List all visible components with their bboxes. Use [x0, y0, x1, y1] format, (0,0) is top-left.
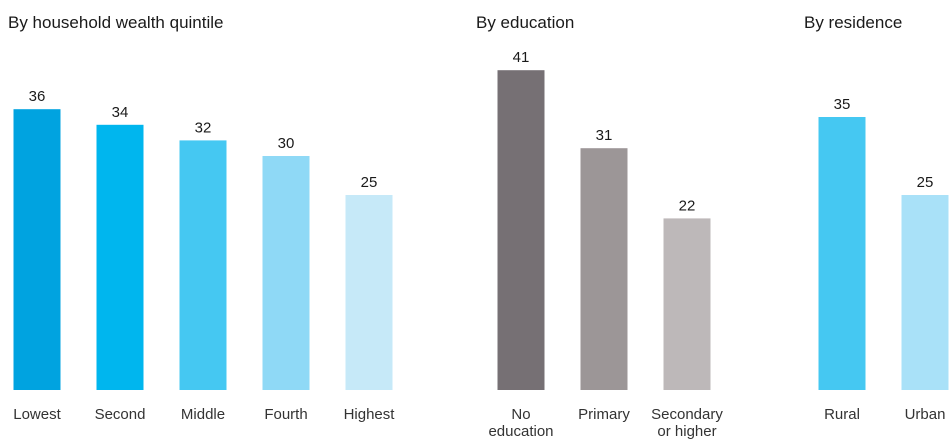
bar-urban: [901, 195, 949, 390]
value-label-secondary-or-higher: 22: [679, 197, 696, 214]
value-label-middle: 32: [195, 119, 212, 136]
value-label-highest: 25: [361, 174, 378, 191]
bar-second: [96, 124, 144, 391]
value-label-rural: 35: [834, 96, 851, 113]
value-label-fourth: 30: [278, 135, 295, 152]
panel-title-residence: By residence: [804, 13, 902, 32]
bar-lowest: [13, 109, 61, 390]
category-label-middle: Middle: [181, 406, 225, 423]
panel-title-education: By education: [476, 13, 574, 32]
category-label-secondary-or-higher: Secondary or higher: [651, 406, 723, 440]
bar-primary: [580, 148, 628, 390]
bar-secondary-or-higher: [663, 218, 711, 390]
value-label-second: 34: [112, 104, 129, 121]
value-label-urban: 25: [917, 174, 934, 191]
category-label-lowest: Lowest: [13, 406, 61, 423]
category-label-rural: Rural: [824, 406, 860, 423]
bar-rural: [818, 117, 866, 390]
panel-residence: By residence 35 Rural 25 Urban: [804, 13, 949, 423]
category-label-highest: Highest: [344, 406, 396, 423]
panel-title-wealth: By household wealth quintile: [8, 13, 223, 32]
value-label-no-education: 41: [513, 49, 530, 66]
bar-highest: [345, 195, 393, 390]
category-label-second: Second: [95, 406, 146, 423]
value-label-lowest: 36: [29, 88, 46, 105]
category-label-urban: Urban: [905, 406, 946, 423]
bar-no-education: [497, 70, 545, 390]
bar-fourth: [262, 156, 310, 390]
category-label-fourth: Fourth: [264, 406, 307, 423]
panel-education: By education 41 No education 31 Primary 22 Sec…: [476, 13, 723, 440]
panel-wealth-quintile: By household wealth quintile 36 Lowest 34 S…: [8, 13, 395, 423]
category-label-no-education: No education: [488, 406, 553, 440]
bar-middle: [179, 140, 227, 390]
category-label-primary: Primary: [578, 406, 630, 423]
value-label-primary: 31: [596, 127, 613, 144]
